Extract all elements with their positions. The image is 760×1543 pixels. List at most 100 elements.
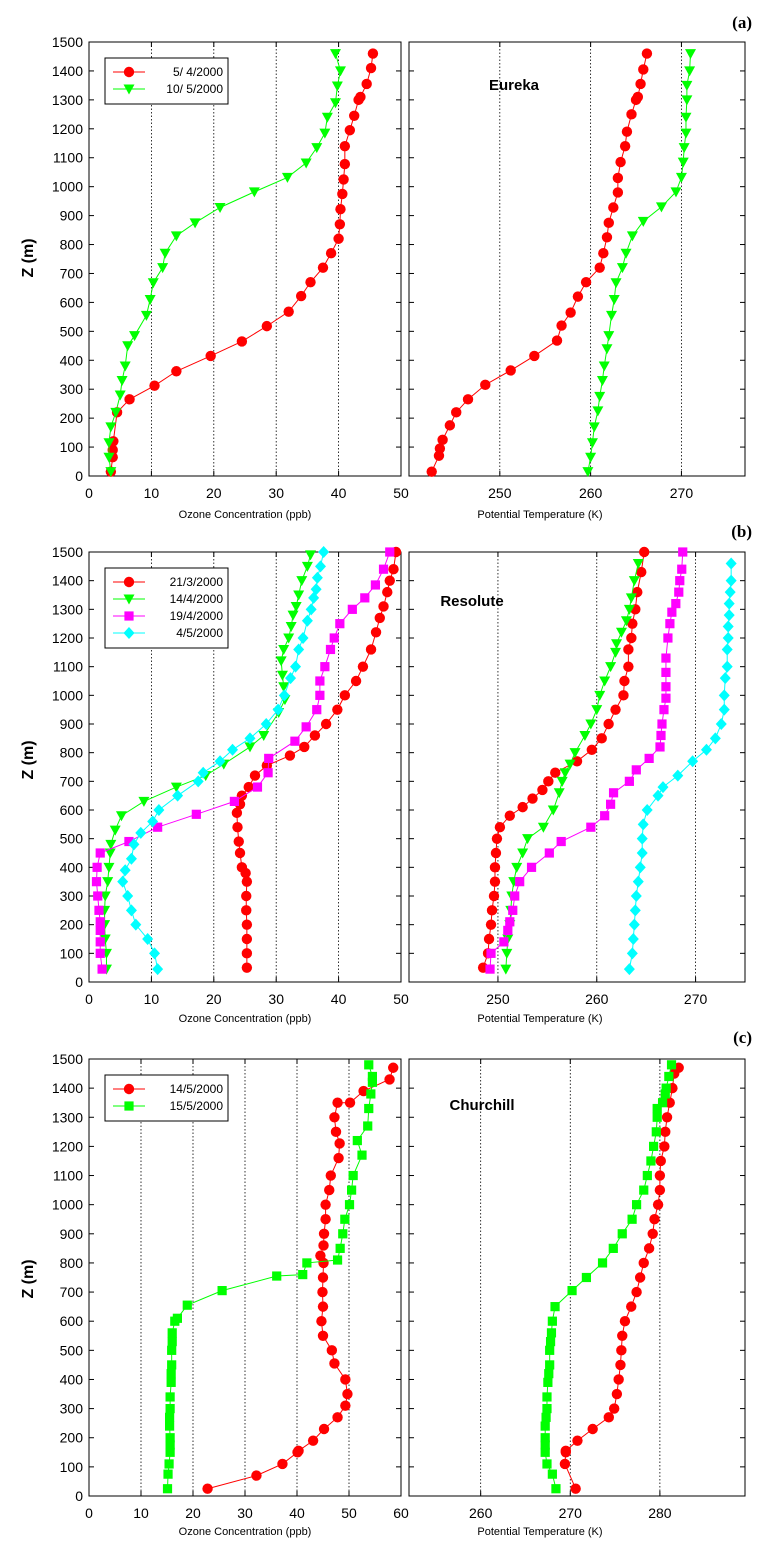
legend-marker [123, 627, 135, 639]
data-point [249, 770, 261, 781]
data-point [333, 233, 344, 244]
legend-entry: 15/5/2000 [170, 1099, 224, 1113]
data-point [569, 748, 581, 759]
data-point [357, 661, 369, 672]
data-point [515, 877, 525, 887]
data-point [611, 639, 623, 650]
data-point [317, 1272, 329, 1283]
data-point [543, 1377, 553, 1387]
data-point [684, 66, 696, 77]
data-point [597, 1258, 608, 1268]
plot-frame [408, 41, 746, 477]
y-tick-label: 1100 [53, 1168, 83, 1184]
x-axis-label: Potential Temperature (K) [477, 1526, 602, 1538]
data-point [119, 361, 131, 372]
y-tick-label: 700 [60, 265, 84, 281]
data-point [626, 231, 638, 242]
y-tick-label: 600 [60, 294, 84, 310]
panel-label: (b) [731, 522, 752, 541]
data-point [537, 822, 549, 833]
series-layer [477, 546, 737, 976]
temperature-plot: 250 260 270 Potential Temperature (K) [408, 41, 746, 521]
series-14-4-2000 [500, 558, 644, 975]
data-point [585, 452, 597, 463]
series-5-4-2000 [426, 48, 653, 477]
data-point [275, 656, 287, 667]
data-point [305, 603, 317, 616]
data-point [358, 1085, 369, 1097]
y-axis [409, 41, 745, 477]
data-point [290, 601, 302, 612]
data-point [370, 580, 381, 590]
series-10-5-2000 [103, 49, 346, 478]
data-point [241, 905, 252, 916]
data-point [99, 934, 111, 945]
plot-frame [408, 1058, 746, 1497]
data-point [581, 1272, 592, 1283]
data-point [511, 862, 523, 873]
station-name: Eureka [489, 77, 540, 94]
data-point [335, 619, 345, 629]
temperature-plot: 250 260 270 Potential Temperature (K) [408, 546, 746, 1025]
data-point [332, 1255, 343, 1265]
data-point [526, 862, 537, 872]
data-point [606, 799, 616, 809]
series-line [108, 53, 341, 472]
data-point [296, 576, 308, 587]
data-point [244, 742, 256, 753]
data-point [102, 877, 114, 888]
legend: 14/5/2000 15/5/2000 [104, 1074, 229, 1122]
legend-marker [123, 1083, 135, 1095]
data-point [551, 335, 563, 346]
data-point [236, 336, 248, 347]
data-point [171, 366, 182, 377]
data-point [586, 744, 598, 755]
data-point [363, 1121, 373, 1131]
y-tick-label: 1100 [53, 659, 83, 675]
data-point [272, 1271, 282, 1281]
x-axis-label: Ozone Concentration (ppb) [179, 509, 312, 521]
data-point [610, 278, 622, 289]
data-point [543, 776, 554, 787]
data-point [349, 110, 360, 121]
data-point [293, 643, 305, 656]
data-point [522, 834, 534, 845]
data-point [666, 1060, 677, 1070]
y-axis: 0 100 200 300 400 500 600 700 800 900 1000 1100 1200… [52, 34, 401, 484]
y-tick-label: 400 [60, 859, 84, 875]
data-point [284, 750, 296, 761]
data-point [659, 705, 669, 715]
x-tick-label: 270 [670, 485, 694, 501]
y-tick-label: 500 [60, 1342, 84, 1358]
data-point [142, 933, 154, 945]
data-point [486, 948, 496, 958]
data-point [529, 350, 540, 362]
data-point [130, 918, 142, 931]
data-point [608, 295, 620, 306]
data-point [342, 1388, 353, 1400]
data-point [202, 1483, 213, 1494]
data-point [657, 719, 667, 729]
series-line [236, 551, 397, 968]
data-point [517, 848, 529, 859]
data-point [278, 682, 290, 693]
data-point [348, 1170, 358, 1181]
data-point [309, 730, 321, 741]
x-axis: 0 10 20 30 40 50 [85, 42, 409, 501]
data-point [661, 667, 671, 677]
data-point [251, 1470, 262, 1481]
y-tick-label: 800 [60, 237, 84, 253]
x-axis: 250 260 270 [486, 552, 707, 1007]
legend-entry: 14/5/2000 [170, 1082, 224, 1096]
data-point [540, 1440, 550, 1450]
series-layer [162, 1060, 399, 1494]
data-point [636, 847, 648, 859]
data-point [488, 890, 500, 902]
data-point [585, 719, 597, 730]
data-point [527, 793, 538, 804]
data-point [580, 276, 592, 288]
data-point [559, 768, 571, 779]
data-point [508, 905, 518, 915]
legend-marker [124, 611, 134, 621]
